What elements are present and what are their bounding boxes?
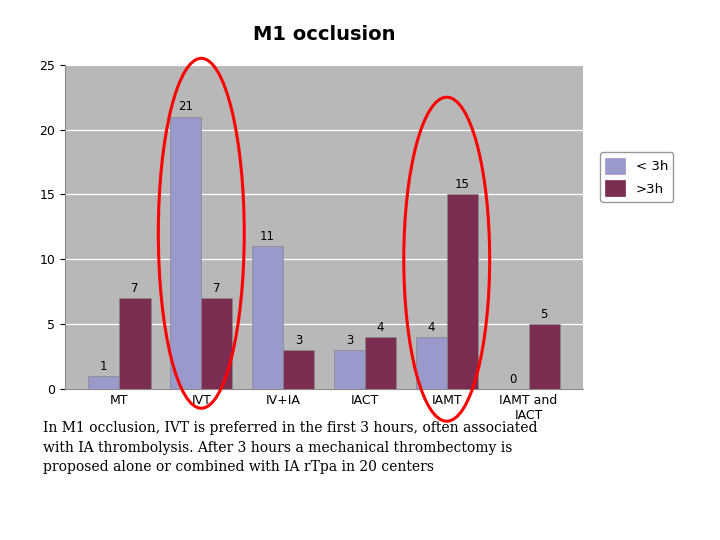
Bar <box>334 350 365 389</box>
Title: M1 occlusion: M1 occlusion <box>253 25 395 44</box>
Bar <box>170 117 202 389</box>
Text: 21: 21 <box>179 100 193 113</box>
Bar <box>283 350 314 389</box>
Text: 3: 3 <box>346 334 353 347</box>
Text: In M1 occlusion, IVT is preferred in the first 3 hours, often associated
with IA: In M1 occlusion, IVT is preferred in the… <box>43 421 538 474</box>
Text: 11: 11 <box>260 230 275 243</box>
Bar <box>120 298 150 389</box>
Bar <box>528 324 559 389</box>
Text: 5: 5 <box>541 308 548 321</box>
Text: 1: 1 <box>100 360 108 373</box>
Text: 4: 4 <box>428 321 435 334</box>
Legend: < 3h, >3h: < 3h, >3h <box>600 152 673 202</box>
Bar <box>202 298 233 389</box>
Text: 0: 0 <box>509 373 517 386</box>
Text: 7: 7 <box>213 282 220 295</box>
Bar <box>89 376 120 389</box>
Bar <box>365 337 396 389</box>
Bar <box>446 194 478 389</box>
Bar <box>252 246 283 389</box>
Bar <box>415 337 446 389</box>
Text: 3: 3 <box>295 334 302 347</box>
Text: 7: 7 <box>131 282 139 295</box>
Text: 15: 15 <box>455 178 469 191</box>
Text: 4: 4 <box>377 321 384 334</box>
